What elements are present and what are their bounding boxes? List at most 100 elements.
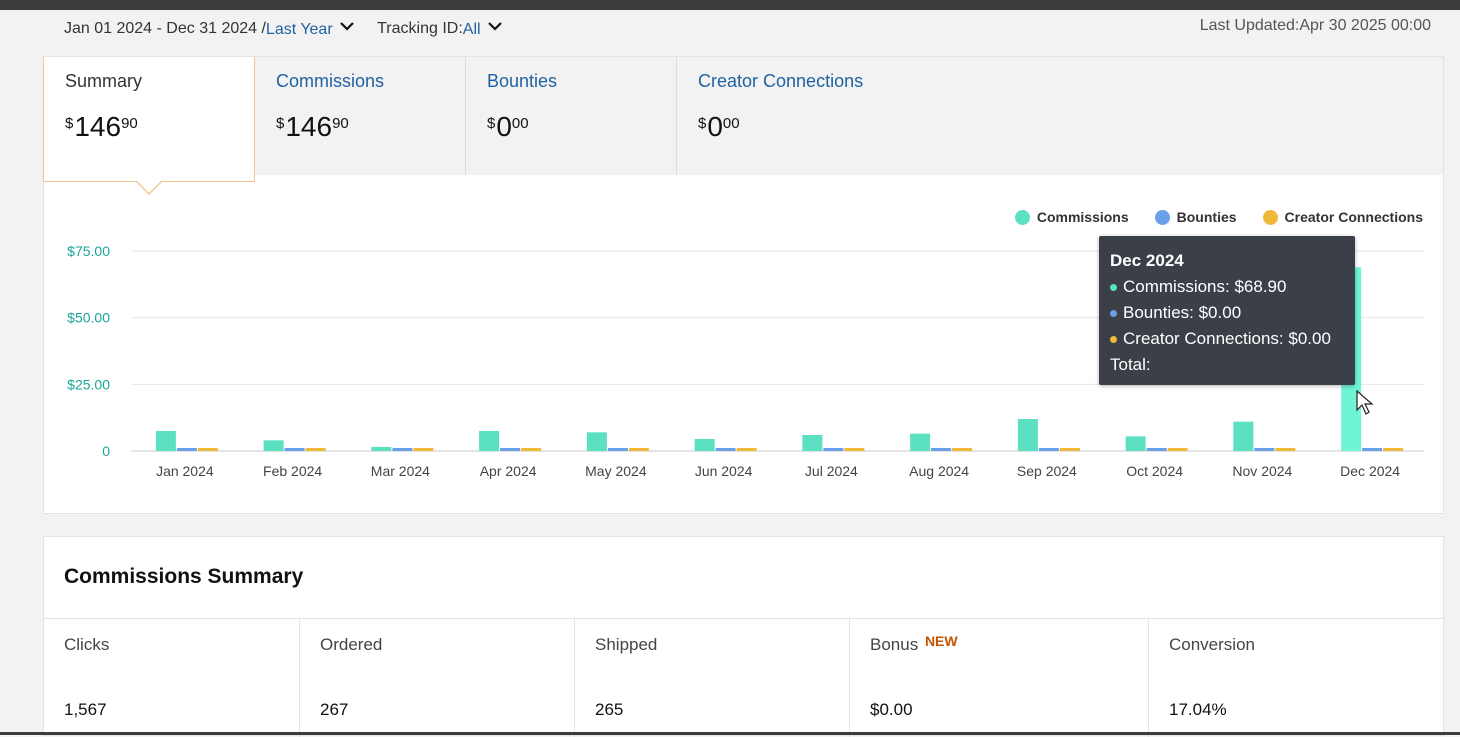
x-tick-label: Jul 2024 xyxy=(805,463,858,479)
x-tick-label: Dec 2024 xyxy=(1340,463,1400,479)
commissions-summary-card: Commissions Summary Clicks 1,567 Ordered… xyxy=(43,536,1444,737)
stat-value: $0.00 xyxy=(870,700,913,719)
legend-bounties[interactable]: Bounties xyxy=(1154,209,1237,225)
bar-creator-connections xyxy=(1383,448,1404,451)
bar-creator-connections xyxy=(413,448,434,451)
y-tick-label: $25.00 xyxy=(67,376,110,392)
bar-creator-connections xyxy=(521,448,542,451)
tooltip-total: Total: xyxy=(1110,355,1151,374)
stat-value: 1,567 xyxy=(64,700,107,719)
stat-value: 267 xyxy=(320,700,349,719)
bar-creator-connections xyxy=(1167,448,1188,451)
tracking-label: Tracking ID: xyxy=(377,19,463,37)
chart-tooltip: Dec 2024 Commissions: $68.90 Bounties: $… xyxy=(1099,236,1355,385)
bar-commissions xyxy=(694,439,715,451)
y-tick-label: $75.00 xyxy=(67,243,110,259)
bar-creator-connections xyxy=(305,448,326,451)
tab-amount: $000 xyxy=(487,111,529,142)
tracking-dropdown[interactable]: All xyxy=(463,18,503,39)
bar-bounties xyxy=(1254,448,1275,451)
legend-label: Creator Connections xyxy=(1284,209,1423,225)
earnings-tabs: Summary $14690 Commissions $14690 Bounti… xyxy=(43,57,1443,195)
bar-creator-connections xyxy=(1059,448,1080,451)
summary-stats: Clicks 1,567 Ordered 267 Shipped 265 Bon… xyxy=(44,618,1443,737)
tab-amount: $14690 xyxy=(276,111,349,142)
x-tick-label: Mar 2024 xyxy=(371,463,430,479)
chevron-down-icon xyxy=(488,22,502,31)
chevron-down-icon xyxy=(340,22,354,31)
bar-commissions xyxy=(155,431,176,451)
tooltip-row-bounties: Bounties: $0.00 xyxy=(1110,300,1344,326)
range-dropdown-label: Last Year xyxy=(265,21,333,38)
bar-creator-connections xyxy=(952,448,973,451)
date-range: Jan 01 2024 - Dec 31 2024 / xyxy=(64,19,266,37)
mouse-cursor-icon xyxy=(1356,390,1374,415)
range-dropdown[interactable]: Last Year xyxy=(266,18,355,39)
bar-creator-connections xyxy=(1275,448,1296,451)
legend-dot xyxy=(1014,209,1030,225)
bar-commissions xyxy=(586,432,607,451)
window-top-bar xyxy=(0,0,1460,10)
legend-label: Bounties xyxy=(1176,209,1237,225)
bar-bounties xyxy=(823,448,844,451)
bar-commissions xyxy=(1017,419,1038,451)
stat-bonus: Bonus NEW $0.00 xyxy=(850,619,1149,737)
tab-bounties[interactable]: Bounties $000 xyxy=(466,57,677,175)
stat-label: Ordered xyxy=(320,635,383,654)
tab-label: Creator Connections xyxy=(698,71,864,91)
bar-creator-connections xyxy=(736,448,757,451)
bar-bounties xyxy=(607,448,628,451)
stat-value: 265 xyxy=(595,700,624,719)
new-badge: NEW xyxy=(924,633,958,649)
y-tick-label: 0 xyxy=(102,443,110,459)
bar-commissions xyxy=(1233,421,1254,451)
tab-creator-connections[interactable]: Creator Connections $000 xyxy=(677,57,1443,175)
stat-ordered: Ordered 267 xyxy=(300,619,575,737)
x-tick-label: Jun 2024 xyxy=(695,463,753,479)
legend-creator-connections[interactable]: Creator Connections xyxy=(1262,209,1423,225)
date-filter-row: Jan 01 2024 - Dec 31 2024 / Last Year Tr… xyxy=(64,18,503,39)
bar-creator-connections xyxy=(197,448,218,451)
x-tick-label: May 2024 xyxy=(585,463,647,479)
stat-label: Bonus NEW xyxy=(870,633,958,654)
x-tick-label: Feb 2024 xyxy=(263,463,322,479)
x-tick-label: Jan 2024 xyxy=(156,463,214,479)
bar-commissions xyxy=(263,440,284,451)
legend-dot xyxy=(1262,209,1278,225)
stat-conversion: Conversion 17.04% xyxy=(1149,619,1443,737)
tracking-dropdown-label: All xyxy=(462,21,481,38)
stat-shipped: Shipped 265 xyxy=(575,619,850,737)
bar-bounties xyxy=(1038,448,1059,451)
x-tick-label: Apr 2024 xyxy=(480,463,537,479)
tooltip-title: Dec 2024 xyxy=(1110,251,1184,270)
x-tick-label: Oct 2024 xyxy=(1126,463,1183,479)
bar-commissions xyxy=(479,431,500,451)
stat-clicks: Clicks 1,567 xyxy=(44,619,300,737)
x-tick-label: Sep 2024 xyxy=(1017,463,1077,479)
bar-creator-connections xyxy=(628,448,649,451)
bar-creator-connections xyxy=(844,448,865,451)
tab-commissions[interactable]: Commissions $14690 xyxy=(255,57,466,175)
section-title: Commissions Summary xyxy=(64,565,304,588)
legend-commissions[interactable]: Commissions xyxy=(1014,209,1129,225)
tab-label: Summary xyxy=(65,71,143,91)
active-tab-pointer xyxy=(135,180,163,195)
bar-commissions xyxy=(371,447,392,451)
bar-commissions xyxy=(910,433,931,451)
bar-bounties xyxy=(392,448,413,451)
last-updated: Last Updated:Apr 30 2025 00:00 xyxy=(1199,17,1431,34)
legend-label: Commissions xyxy=(1036,209,1129,225)
stat-label: Clicks xyxy=(64,635,110,654)
window-bottom-bar xyxy=(0,732,1460,735)
tab-amount: $000 xyxy=(698,111,740,142)
x-tick-label: Nov 2024 xyxy=(1232,463,1292,479)
y-tick-label: $50.00 xyxy=(67,310,110,326)
legend-dot xyxy=(1154,209,1170,225)
tab-amount: $14690 xyxy=(65,111,138,142)
chart-legend: Commissions Bounties Creator Connections xyxy=(989,209,1423,225)
bar-bounties xyxy=(1146,448,1167,451)
tab-label: Bounties xyxy=(487,71,558,91)
tab-summary[interactable]: Summary $14690 xyxy=(43,57,255,195)
bar-commissions xyxy=(1125,436,1146,451)
bar-bounties xyxy=(715,448,736,451)
